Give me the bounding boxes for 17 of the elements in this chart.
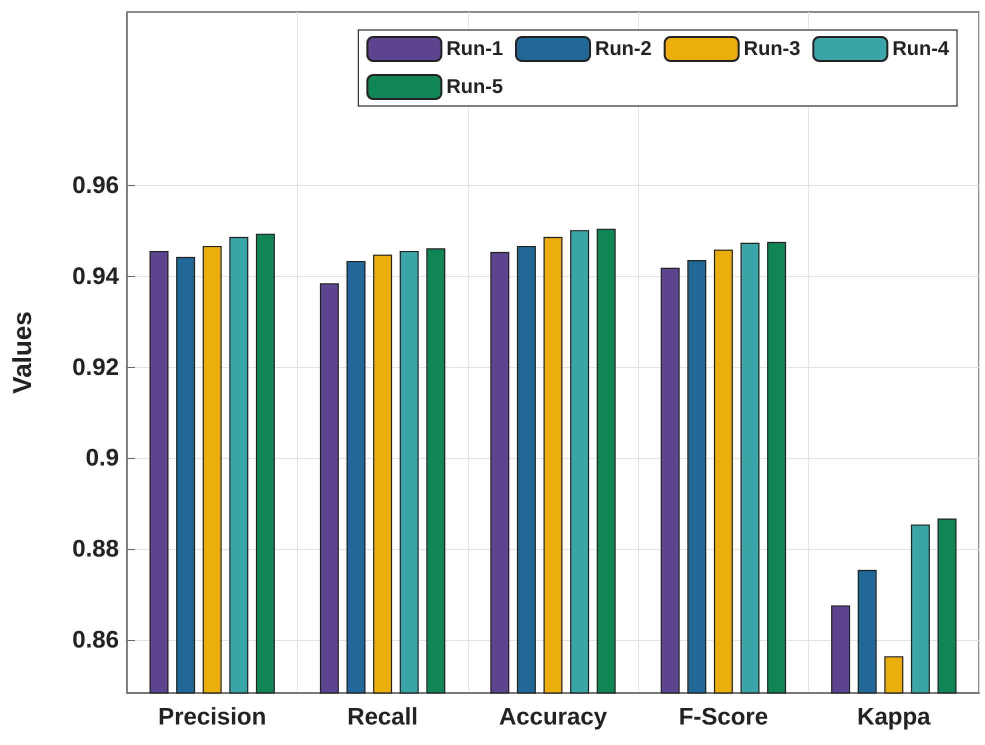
legend-label: Run-3 [744, 38, 800, 60]
legend-label: Run-4 [892, 38, 950, 60]
y-tick-label: 0.88 [72, 535, 119, 562]
legend-label: Run-5 [446, 76, 504, 98]
x-tick-label: Recall [347, 704, 418, 730]
x-tick-label: Accuracy [498, 704, 608, 730]
y-tick-label: 0.94 [72, 262, 120, 290]
x-tick-label: F-Score [678, 704, 768, 730]
x-tick-label: Precision [158, 704, 266, 730]
y-tick-label: 0.9 [86, 444, 119, 472]
legend-label: Run-1 [446, 38, 504, 60]
y-tick-label: 0.86 [72, 626, 119, 654]
x-tick-label: Kappa [857, 704, 932, 730]
y-tick-label: 0.96 [72, 172, 119, 200]
y-tick-label: 0.92 [72, 354, 119, 381]
y-axis-title: Values [7, 311, 37, 394]
legend-label: Run-2 [595, 38, 652, 60]
